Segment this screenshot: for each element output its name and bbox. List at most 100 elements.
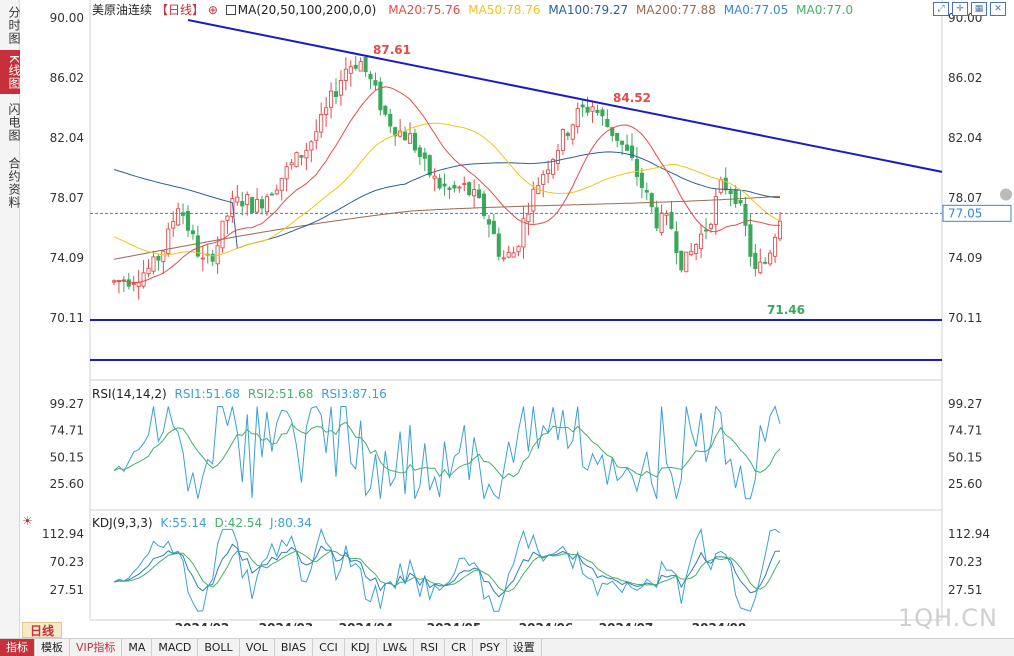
indicator-tab-3[interactable]: MA [122, 639, 153, 656]
kline-chart-area[interactable]: 90.00 90.00 86.02 86.02 82.04 82.04 78.07 78.07… [20, 0, 1014, 626]
indicator-tab-5[interactable]: BOLL [198, 639, 240, 656]
candle-body [427, 155, 432, 176]
y-tick-left: 78.07 [50, 191, 84, 205]
indicator-tab-10[interactable]: LW& [377, 639, 415, 656]
main-legend: 美原油连续 【日线】 ⊕ MA(20,50,100,200,0,0) MA20:7… [92, 2, 857, 18]
rsi2-line [113, 421, 781, 480]
candle-body [378, 81, 383, 111]
candle-body [141, 272, 146, 287]
indicator-tab-9[interactable]: KDJ [345, 639, 377, 656]
x-tick-label: 2024/03 [259, 621, 313, 626]
candle-body [171, 221, 176, 229]
y-tick-right: 86.02 [948, 71, 982, 85]
y-tick-left: 74.09 [50, 251, 84, 265]
chart-type-tabs: 分时图 K线图 闪电图 合约资料 [0, 0, 21, 656]
candle-body [373, 80, 378, 86]
candle-body [728, 190, 733, 195]
tab-kline[interactable]: K线图 [0, 50, 21, 94]
ma50-value: MA50:78.76 [468, 3, 541, 17]
tab-lightning[interactable]: 闪电图 [7, 102, 21, 142]
candle-body [284, 166, 289, 180]
candle-body [763, 261, 768, 264]
kdj-y-tick-left: 70.23 [50, 555, 84, 569]
rsi-y-tick-right: 25.60 [948, 477, 982, 491]
candle-body [304, 149, 309, 159]
candle-body [684, 251, 689, 273]
current-price-label: 77.05 [948, 206, 982, 220]
tab-time-sharing[interactable]: 分时图 [7, 5, 21, 45]
rsi-title: RSI(14,14,2) [92, 387, 167, 401]
candle-body [462, 183, 467, 186]
indicator-tab-0[interactable]: 指标 [0, 639, 35, 656]
instrument-name: 美原油连续 [92, 3, 153, 17]
candle-body [768, 252, 773, 265]
sun-icon[interactable]: ☀ [22, 514, 33, 528]
chart-toolbar: ⤢ ✛ ▦ ✕ [933, 2, 1006, 16]
candle-body [151, 256, 156, 272]
grid-icon[interactable]: ▦ [971, 2, 987, 16]
indicator-tab-7[interactable]: BIAS [275, 639, 314, 656]
ma-settings-icon[interactable] [225, 5, 236, 15]
candle-body [699, 233, 704, 250]
candle-body [565, 132, 570, 137]
period-label[interactable]: 日线 [22, 622, 62, 638]
close-icon[interactable]: ✕ [990, 2, 1006, 16]
indicator-tab-12[interactable]: CR [445, 639, 474, 656]
candle-body [259, 199, 265, 209]
ma0-value-a: MA0:77.05 [723, 3, 789, 17]
candle-body [625, 144, 630, 151]
tab-contract-info[interactable]: 合约资料 [7, 157, 21, 209]
candle-body [777, 220, 783, 240]
ma200-value: MA200:77.88 [636, 3, 716, 17]
candle-body [610, 127, 615, 136]
mid-high-price-label: 84.52 [613, 91, 651, 105]
crosshair-icon[interactable]: ✛ [952, 2, 968, 16]
trendline [187, 19, 943, 173]
candle-body [516, 245, 521, 253]
kdj-y-tick-left: 27.51 [50, 583, 84, 597]
candle-body [694, 243, 699, 255]
indicator-tab-4[interactable]: MACD [152, 639, 199, 656]
rsi-legend: RSI(14,14,2) RSI1:51.68 RSI2:51.68 RSI3:… [92, 386, 391, 402]
rsi-y-tick-left: 25.60 [50, 477, 84, 491]
indicator-tab-2[interactable]: VIP指标 [70, 639, 123, 656]
ma-params[interactable]: MA(20,50,100,200,0,0) [225, 3, 381, 17]
indicator-tab-14[interactable]: 设置 [507, 639, 542, 656]
indicator-tab-1[interactable]: 模板 [35, 639, 70, 656]
rsi3-value: RSI3:87.16 [321, 387, 387, 401]
indicator-tab-13[interactable]: PSY [473, 639, 507, 656]
ma100-value: MA100:79.27 [548, 3, 629, 17]
candle-body [190, 230, 195, 235]
expand-icon[interactable]: ⤢ [933, 2, 949, 16]
ma200-line [113, 195, 781, 260]
candle-body [773, 236, 778, 257]
ma0-value-b: MA0:77.0 [796, 3, 854, 17]
ma50-line [113, 122, 781, 257]
candle-body [708, 223, 713, 229]
kdj-y-tick-right: 27.51 [948, 583, 982, 597]
kdj-k-line [113, 543, 781, 598]
y-tick-left: 86.02 [50, 71, 84, 85]
candle-body [353, 64, 358, 69]
candle-body [299, 155, 304, 158]
candle-body [343, 68, 348, 81]
toggle-icon[interactable]: ⊕ [207, 3, 218, 17]
candle-body [620, 140, 625, 145]
candle-body [403, 131, 408, 141]
candle-body [348, 66, 353, 74]
candle-body [195, 235, 200, 257]
indicator-tab-8[interactable]: CCI [313, 639, 345, 656]
candle-body [753, 252, 758, 269]
candle-body [703, 229, 709, 232]
indicator-tab-6[interactable]: VOL [240, 639, 275, 656]
candle-body [338, 80, 343, 96]
candle-body [585, 106, 590, 113]
candle-body [388, 113, 393, 127]
indicator-tab-bar: 指标 模板 VIP指标 MA MACD BOLL VOL BIAS CCI KDJ LW& RSI CR… [0, 638, 1014, 656]
candle-body [615, 132, 620, 142]
x-tick-label: 2024/02 [175, 621, 229, 626]
kdj-legend: KDJ(9,3,3) K:55.14 D:42.54 J:80.34 [92, 515, 316, 531]
period-badge[interactable]: 【日线】 [156, 3, 205, 17]
indicator-tab-11[interactable]: RSI [414, 639, 446, 656]
